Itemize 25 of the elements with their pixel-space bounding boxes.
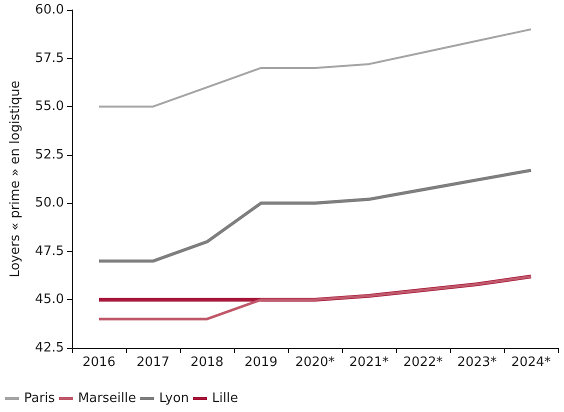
y-axis-title: Loyers « prime » en logistique: [8, 80, 23, 278]
x-tick-label: 2016: [82, 355, 116, 370]
y-tick-label: 60.0: [35, 2, 64, 18]
x-tick-label: 2023*: [457, 355, 498, 370]
line-series: [97, 168, 533, 263]
y-tick-label: 42.5: [35, 340, 64, 356]
y-tick-label: 57.5: [35, 50, 64, 66]
y-tick-label: 52.5: [35, 147, 64, 162]
legend-label: Paris: [24, 391, 56, 406]
x-tick-label: 2018: [190, 355, 224, 370]
x-tick-label: 2020*: [295, 355, 336, 370]
line-series: [98, 275, 532, 320]
x-tick-label: 2021*: [349, 355, 390, 370]
legend-label: Marseille: [78, 391, 136, 406]
y-tick-label: 45.0: [35, 292, 64, 308]
y-tick-label: 50.0: [35, 196, 64, 211]
legend-label: Lyon: [159, 391, 190, 406]
x-tick-label: 2019: [244, 355, 278, 370]
x-tick-label: 2022*: [403, 355, 444, 370]
legend-label: Lille: [212, 391, 238, 406]
y-tick-label: 47.5: [35, 244, 64, 259]
y-tick-label: 55.0: [35, 99, 64, 114]
line-series: [98, 28, 532, 108]
x-tick-label: 2024*: [511, 355, 552, 370]
x-tick-label: 2017: [136, 355, 170, 370]
